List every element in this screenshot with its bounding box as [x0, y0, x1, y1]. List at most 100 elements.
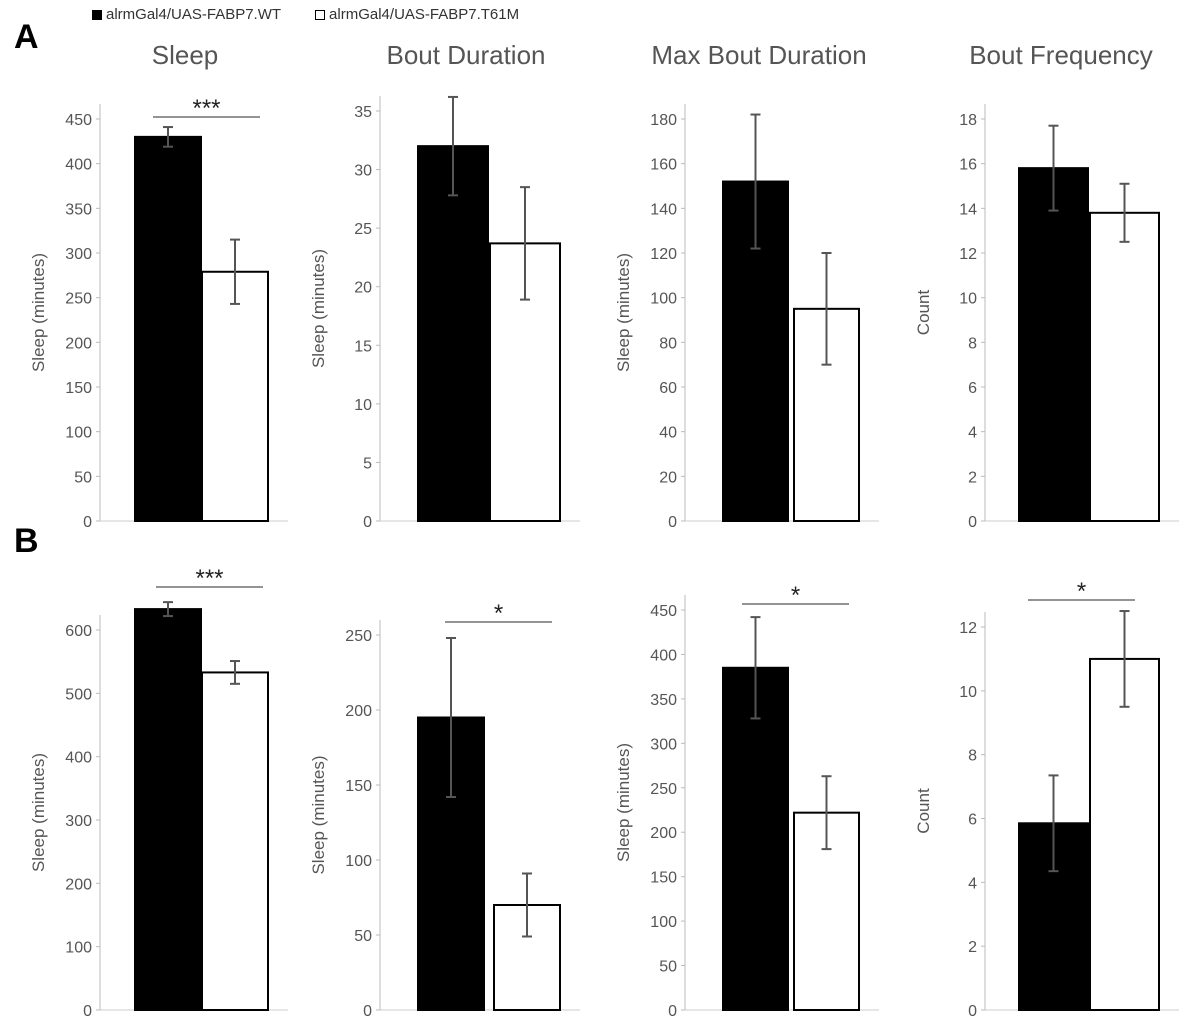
y-tick-label: 0 [668, 1003, 677, 1019]
y-tick-label: 30 [354, 163, 372, 180]
y-tick-label: 150 [65, 380, 92, 397]
y-tick-label: 14 [959, 201, 977, 218]
y-tick-label: 350 [650, 692, 677, 709]
y-tick-label: 4 [968, 875, 977, 892]
bar-t61m [201, 270, 269, 523]
y-tick-label: 100 [65, 425, 92, 442]
y-tick-label: 250 [650, 781, 677, 798]
y-tick-label: 50 [659, 959, 677, 976]
y-tick-label: 10 [959, 684, 977, 701]
y-tick-label: 500 [65, 686, 92, 703]
y-tick-label: 350 [65, 201, 92, 218]
significance-marker: * [791, 582, 800, 609]
y-tick-label: 250 [345, 628, 372, 645]
y-tick-label: 16 [959, 157, 977, 174]
y-tick-label: 300 [65, 246, 92, 263]
chart-title-max-bout-duration: Max Bout Duration [651, 40, 867, 70]
y-tick-label: 180 [650, 112, 677, 129]
y-tick-label: 120 [650, 246, 677, 263]
legend-swatch-wt [92, 9, 102, 20]
y-tick-label: 0 [83, 1003, 92, 1019]
chart-a-1: 0 50 100 150 200 250 300 350 400 450 Sleep (minute… [29, 95, 288, 531]
y-tick-label: 60 [659, 380, 677, 397]
legend-swatch-mut [315, 9, 326, 20]
y-axis-label: Sleep (minutes) [309, 249, 328, 368]
y-tick-label: 10 [959, 291, 977, 308]
bar-wt [134, 135, 202, 522]
y-axis-label: Count [914, 788, 933, 834]
y-tick-label: 600 [65, 623, 92, 640]
y-tick-label: 5 [363, 455, 372, 472]
y-tick-label: 25 [354, 221, 372, 238]
y-tick-label: 140 [650, 201, 677, 218]
y-tick-label: 100 [650, 291, 677, 308]
y-tick-label: 18 [959, 112, 977, 129]
y-tick-label: 6 [968, 380, 977, 397]
y-tick-label: 20 [354, 280, 372, 297]
y-axis-label: Count [914, 290, 933, 336]
chart-b-3: 0 50 100 150 200 250 300 350 400 450 Sleep (minute… [614, 582, 879, 1019]
bar-wt [722, 666, 789, 1011]
chart-b-4: 0 2 4 6 8 10 12 Count * [914, 578, 1179, 1019]
bar-wt [417, 145, 489, 522]
panel-label-b: B [14, 522, 39, 560]
y-tick-label: 15 [354, 338, 372, 355]
y-tick-label: 0 [668, 514, 677, 531]
chart-b-2: 0 50 100 150 200 250 Sleep (minutes) * [309, 600, 580, 1019]
y-tick-label: 40 [659, 425, 677, 442]
y-tick-label: 400 [650, 647, 677, 664]
y-tick-label: 100 [650, 914, 677, 931]
y-tick-label: 400 [65, 750, 92, 767]
chart-a-4: 0 2 4 6 8 10 12 14 16 18 Count [914, 104, 1179, 531]
y-axis-label: Sleep (minutes) [309, 755, 328, 874]
y-tick-label: 0 [83, 514, 92, 531]
y-tick-label: 50 [354, 928, 372, 945]
chart-b-1: 0 100 200 300 400 500 600 Sleep (minutes) *** [29, 565, 288, 1019]
legend-label-wt: alrmGal4/UAS-FABP7.WT [106, 6, 282, 23]
bar-wt [134, 608, 202, 1011]
y-tick-label: 450 [650, 603, 677, 620]
y-tick-label: 300 [65, 813, 92, 830]
significance-marker: *** [192, 95, 220, 122]
chart-a-3: 0 20 40 60 80 100 120 140 160 180 Sleep (minutes) [614, 104, 879, 531]
y-tick-label: 8 [968, 748, 977, 765]
bar-t61m [489, 242, 561, 522]
chart-title-sleep: Sleep [151, 40, 219, 70]
y-tick-label: 20 [659, 469, 677, 486]
y-tick-label: 2 [968, 469, 977, 486]
y-tick-label: 100 [65, 940, 92, 957]
chart-a-2: 0 5 10 15 20 25 30 35 Sleep (minutes) [309, 95, 580, 531]
y-tick-label: 10 [354, 397, 372, 414]
y-tick-label: 300 [650, 736, 677, 753]
y-tick-label: 400 [65, 157, 92, 174]
y-axis-label: Sleep (minutes) [614, 253, 633, 372]
y-tick-label: 8 [968, 335, 977, 352]
chart-title-bout-frequency: Bout Frequency [969, 40, 1153, 70]
y-tick-label: 200 [65, 876, 92, 893]
y-tick-label: 0 [363, 514, 372, 531]
y-tick-label: 2 [968, 939, 977, 956]
y-tick-label: 4 [968, 425, 977, 442]
legend-item-mut: alrmGal4/UAS-FABP7.T61M [315, 6, 519, 23]
bar-t61m [1089, 211, 1160, 523]
panel-label-a: A [14, 18, 39, 56]
bar-wt [1018, 167, 1089, 522]
y-tick-label: 12 [959, 246, 977, 263]
y-axis-label: Sleep (minutes) [29, 753, 48, 872]
y-tick-label: 12 [959, 620, 977, 637]
y-tick-label: 250 [65, 291, 92, 308]
y-tick-label: 160 [650, 157, 677, 174]
bar-t61m [201, 671, 269, 1012]
y-tick-label: 450 [65, 112, 92, 129]
y-tick-label: 200 [65, 335, 92, 352]
legend-item-wt: alrmGal4/UAS-FABP7.WT [92, 6, 281, 23]
significance-marker: * [1077, 578, 1086, 605]
legend-label-mut: alrmGal4/UAS-FABP7.T61M [329, 6, 520, 23]
y-tick-label: 200 [345, 703, 372, 720]
chart-title-bout-duration: Bout Duration [386, 40, 546, 70]
y-tick-label: 100 [345, 853, 372, 870]
y-tick-label: 150 [650, 870, 677, 887]
y-tick-label: 0 [363, 1003, 372, 1019]
significance-marker: * [494, 600, 503, 627]
